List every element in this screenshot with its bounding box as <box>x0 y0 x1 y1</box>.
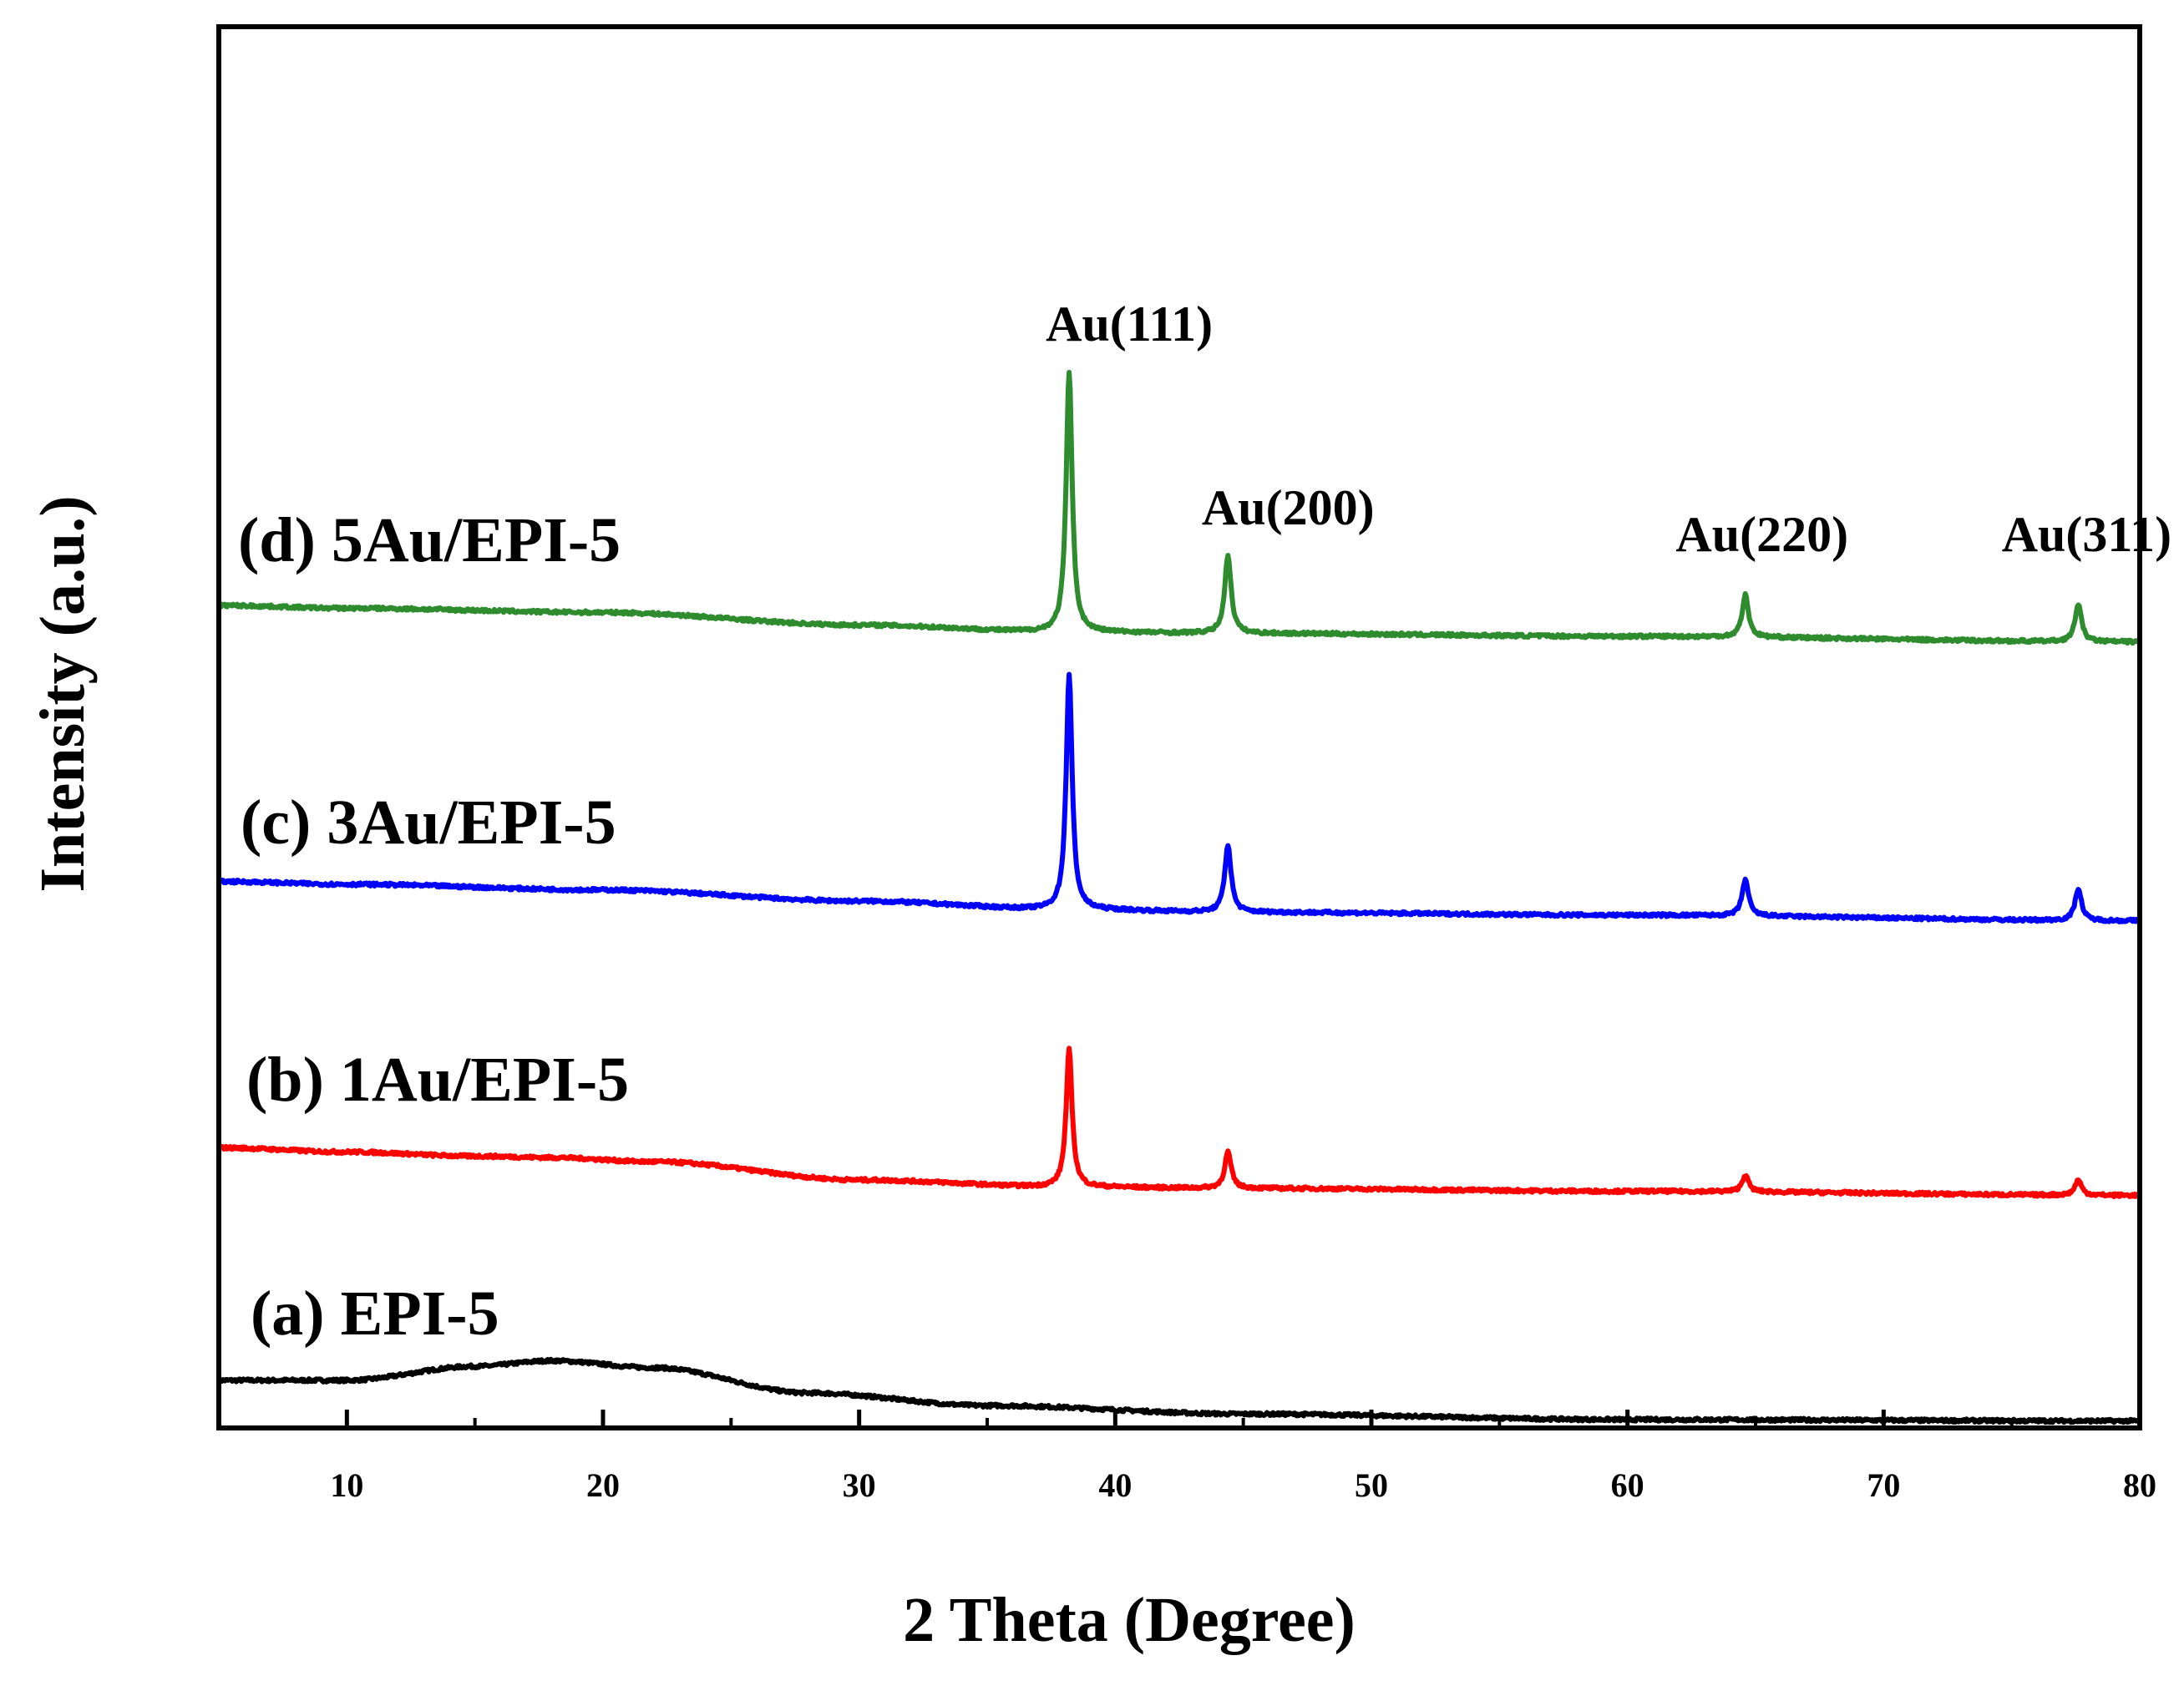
peak-label-2: Au(220) <box>1675 507 1848 562</box>
peak-label-1: Au(200) <box>1202 480 1375 535</box>
x-axis-ticks: 10 20 30 40 50 60 70 80 <box>217 1410 2156 1504</box>
series-lines <box>216 369 2142 1425</box>
x-axis-title: 2 Theta (Degree) <box>903 1585 1355 1655</box>
plot-frame <box>216 24 2142 1430</box>
series-line-d <box>216 369 2141 646</box>
x-tick-label-20: 20 <box>586 1466 620 1504</box>
x-tick-label-80: 80 <box>2123 1466 2156 1504</box>
series-label-c: (c) 3Au/EPI-5 <box>241 787 616 858</box>
x-tick-label-10: 10 <box>330 1466 363 1504</box>
series-label-b: (b) 1Au/EPI-5 <box>246 1045 629 1115</box>
x-tick-label-70: 70 <box>1867 1466 1900 1504</box>
x-tick-label-40: 40 <box>1098 1466 1132 1504</box>
y-axis-title: Intensity (a.u.) <box>28 495 98 892</box>
series-line-a <box>216 1356 2141 1425</box>
x-tick-label-50: 50 <box>1355 1466 1388 1504</box>
series-labels: (a) EPI-5 (b) 1Au/EPI-5 (c) 3Au/EPI-5 (d) 5… <box>238 505 629 1349</box>
x-tick-label-60: 60 <box>1611 1466 1644 1504</box>
plot-area: 10 20 30 40 50 60 70 80 <box>216 24 2156 1504</box>
peak-label-3: Au(311) <box>2002 507 2171 562</box>
peak-labels: Au(111) Au(200) Au(220) Au(311) <box>1046 296 2171 562</box>
series-label-d: (d) 5Au/EPI-5 <box>238 505 621 575</box>
series-label-a: (a) EPI-5 <box>251 1278 499 1349</box>
peak-label-0: Au(111) <box>1046 296 1213 352</box>
series-line-b <box>216 1046 2142 1199</box>
series-line-c <box>217 671 2141 924</box>
x-tick-label-30: 30 <box>843 1466 876 1504</box>
